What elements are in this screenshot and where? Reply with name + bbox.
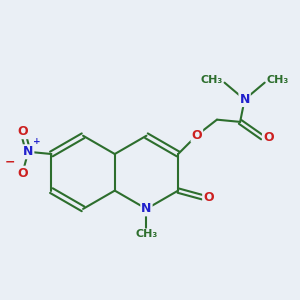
Text: N: N [23,145,33,158]
Text: O: O [263,131,274,144]
Text: O: O [203,191,214,204]
Text: CH₃: CH₃ [200,75,222,85]
Text: N: N [141,202,152,215]
Text: N: N [239,93,250,106]
Text: CH₃: CH₃ [135,229,158,239]
Text: O: O [17,167,28,180]
Text: O: O [17,125,28,138]
Text: CH₃: CH₃ [267,75,289,85]
Text: +: + [33,137,40,146]
Text: −: − [5,155,16,168]
Text: O: O [191,129,202,142]
